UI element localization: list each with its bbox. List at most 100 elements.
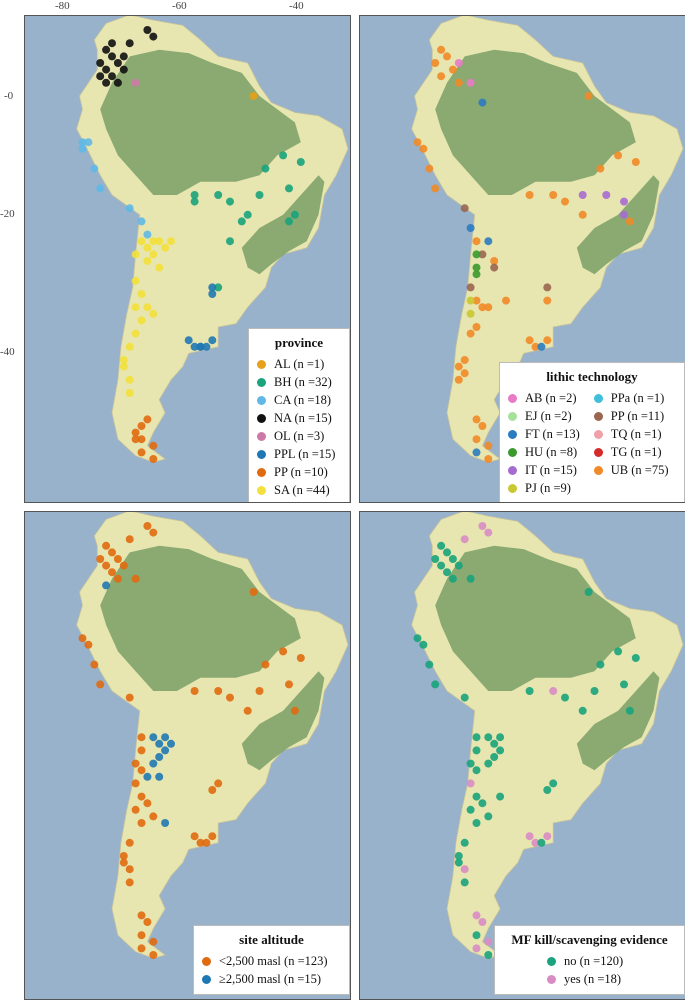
legend-item: FT (n =13) <box>508 425 580 443</box>
site-point <box>590 687 599 695</box>
site-point <box>119 561 128 570</box>
legend-swatch <box>202 974 211 984</box>
legend-item: UB (n =75) <box>593 461 669 479</box>
site-point <box>125 375 134 384</box>
legend-item: IT (n =15) <box>508 461 580 479</box>
site-point <box>472 323 481 331</box>
site-point <box>255 687 264 695</box>
x-tick-minus40: -40 <box>289 0 304 12</box>
site-point <box>296 654 305 662</box>
legend-swatch <box>547 956 556 966</box>
site-point <box>472 733 481 742</box>
site-point <box>531 838 540 847</box>
legend-item: AB (n =2) <box>508 389 580 407</box>
legend-item: NA (n =15) <box>257 409 341 427</box>
site-point <box>161 746 170 755</box>
site-point <box>472 237 481 246</box>
legend-swatch <box>547 974 556 984</box>
site-point <box>137 237 146 246</box>
site-point <box>137 217 146 226</box>
site-point <box>261 164 270 173</box>
legend-label: no (n =120) <box>564 953 624 968</box>
site-point <box>437 541 446 550</box>
legend-label: PJ (n =9) <box>525 480 571 495</box>
site-point <box>249 92 258 100</box>
legend-swatch <box>593 429 603 439</box>
site-point <box>478 98 487 107</box>
legend-item: EJ (n =2) <box>508 407 580 425</box>
legend-item: CA (n =18) <box>257 391 341 409</box>
legend-title: MF kill/scavenging evidence <box>511 932 668 947</box>
site-point <box>184 336 193 345</box>
site-point <box>78 144 87 153</box>
site-point <box>131 329 140 338</box>
legend-item: AL (n =1) <box>257 355 341 373</box>
legend-province: province AL (n =1) BH (n =32) CA (n =18) NA… <box>248 328 350 502</box>
site-point <box>472 746 481 755</box>
site-point <box>208 336 217 345</box>
site-point <box>155 753 164 761</box>
site-point <box>490 753 499 761</box>
legend-lithic: lithic technology AB (n =2) EJ (n =2) FT (… <box>499 362 685 502</box>
site-point <box>466 309 475 318</box>
site-point <box>431 555 440 563</box>
site-point <box>149 759 158 768</box>
site-point <box>96 680 105 689</box>
site-point <box>131 574 140 583</box>
legend-item: BH (n =32) <box>257 373 341 391</box>
site-point <box>484 759 493 768</box>
site-point <box>484 528 493 537</box>
legend-item: yes (n =18) <box>547 970 676 988</box>
site-point <box>125 389 134 397</box>
site-point <box>149 250 158 259</box>
legend-swatch <box>508 393 517 403</box>
legend-swatch <box>257 395 266 405</box>
site-point <box>472 792 481 801</box>
site-point <box>454 852 463 860</box>
site-point <box>448 555 457 563</box>
site-point <box>460 356 469 364</box>
map-svg-altitude <box>76 512 349 959</box>
y-tick-0: -0 <box>4 90 14 102</box>
map-svg-province <box>76 16 349 463</box>
site-point <box>208 786 217 794</box>
legend-title: lithic technology <box>546 369 638 384</box>
map-panel-lithic: lithic technology AB (n =2) EJ (n =2) FT (… <box>359 15 685 503</box>
site-point <box>631 654 640 662</box>
site-point <box>161 819 170 827</box>
site-point <box>149 455 158 463</box>
site-point <box>226 237 234 246</box>
site-point <box>149 32 158 41</box>
legend-title: site altitude <box>239 932 304 947</box>
site-point <box>149 528 158 537</box>
site-point <box>596 660 605 669</box>
site-point <box>472 270 481 279</box>
site-point <box>131 303 140 312</box>
site-point <box>125 693 134 702</box>
site-point <box>143 772 152 781</box>
site-point <box>190 197 199 206</box>
amazon-forest <box>435 49 636 195</box>
site-point <box>119 362 128 371</box>
site-point <box>549 687 558 695</box>
site-point <box>226 693 234 702</box>
site-point <box>437 561 446 570</box>
site-point <box>84 138 93 147</box>
site-point <box>90 164 99 173</box>
amazon-forest <box>100 545 301 691</box>
site-point <box>431 59 440 67</box>
site-point <box>448 65 457 74</box>
site-point <box>454 858 463 867</box>
site-point <box>125 838 134 847</box>
site-point <box>137 766 146 775</box>
site-point <box>561 693 569 702</box>
site-point <box>137 448 146 457</box>
map-svg-mf <box>411 512 684 959</box>
legend-swatch <box>508 483 517 493</box>
site-point <box>425 660 434 669</box>
site-point <box>102 45 111 54</box>
site-point <box>502 296 510 305</box>
amazon-forest <box>435 545 636 691</box>
legend-swatch <box>202 956 211 966</box>
site-point <box>119 858 128 867</box>
